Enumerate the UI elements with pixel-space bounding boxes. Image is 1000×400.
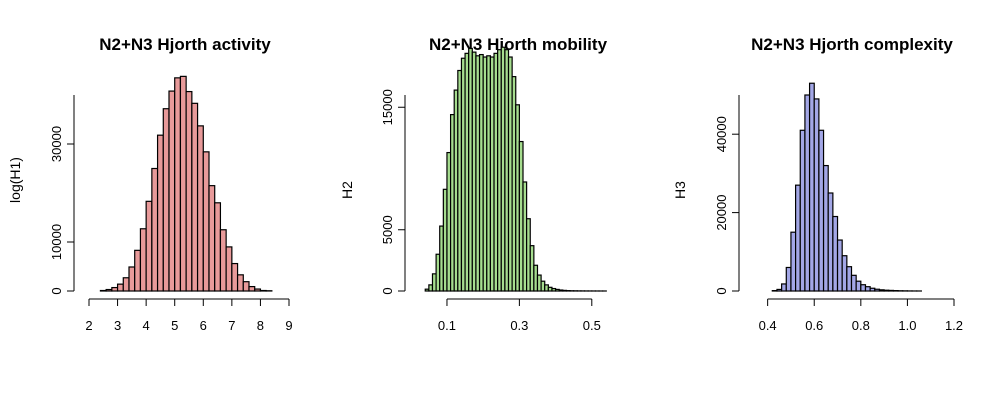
x-tick-label: 0.5 <box>583 318 601 333</box>
histogram-bar <box>202 151 210 292</box>
histogram-bar <box>883 289 890 292</box>
histogram-bar <box>832 215 839 292</box>
x-tick-label: 0.6 <box>805 318 823 333</box>
x-tick-label: 1.2 <box>945 318 963 333</box>
histogram-bar <box>116 283 124 292</box>
y-axis-label: H2 <box>339 181 355 199</box>
histogram-bar <box>145 200 153 292</box>
histogram-bar <box>111 286 119 292</box>
histogram-bar <box>808 82 815 292</box>
x-tick-label: 5 <box>171 318 178 333</box>
histogram-bar <box>219 229 227 292</box>
histogram-bar <box>785 266 792 292</box>
histogram-bar <box>151 167 159 292</box>
histogram-bar <box>128 266 136 292</box>
histogram-bar <box>179 75 187 292</box>
histogram-bar <box>242 281 250 292</box>
y-tick-label: 5000 <box>380 215 395 244</box>
x-tick-label: 6 <box>200 318 207 333</box>
panel-title: N2+N3 Hjorth complexity <box>751 35 953 54</box>
x-tick-label: 8 <box>257 318 264 333</box>
histogram-bar <box>869 287 876 292</box>
histogram-bar <box>804 94 811 292</box>
x-tick-label: 3 <box>114 318 121 333</box>
histogram-bar <box>850 274 857 292</box>
histogram-bar <box>254 288 262 292</box>
x-tick-label: 1.0 <box>898 318 916 333</box>
panel-activity: N2+N3 Hjorth activity log(H1) 0 10000 3000… <box>7 35 293 333</box>
histogram-bar <box>878 289 885 292</box>
histogram-bar <box>794 184 801 292</box>
panel-title: N2+N3 Hjorth mobility <box>429 35 608 54</box>
histogram-bar <box>122 277 130 292</box>
y-tick-label: 40000 <box>714 116 729 152</box>
histogram-bar <box>822 164 829 292</box>
histogram-bar <box>185 90 193 292</box>
histogram-bar <box>846 266 853 292</box>
histogram-bar <box>191 102 199 292</box>
y-axis-label: log(H1) <box>7 157 23 203</box>
histogram-bar <box>105 288 113 292</box>
histogram-bar <box>888 289 895 292</box>
histogram-bar <box>174 77 182 292</box>
histogram-bar <box>799 129 806 292</box>
y-tick-label: 0 <box>49 287 64 294</box>
x-tick-label: 4 <box>143 318 150 333</box>
x-tick-label: 9 <box>285 318 292 333</box>
y-axis-label: H3 <box>672 181 688 199</box>
y-tick-label: 15000 <box>380 89 395 125</box>
histogram-bar <box>196 125 204 292</box>
x-tick-label: 2 <box>85 318 92 333</box>
histogram-bar <box>134 249 142 292</box>
panel-complexity: N2+N3 Hjorth complexity H3 0 20000 40000 0.… <box>672 35 963 333</box>
histogram-bar <box>214 202 222 292</box>
histogram-bar <box>225 246 233 292</box>
y-tick-label: 0 <box>380 287 395 294</box>
histogram-bar <box>162 108 170 292</box>
histogram-bar <box>818 129 825 292</box>
histogram-bar <box>156 134 164 292</box>
histogram-bar <box>855 280 862 292</box>
histogram-bar <box>860 284 867 292</box>
panel-mobility: N2+N3 Hjorth mobility H2 0 5000 15000 0.1 0.… <box>339 35 608 333</box>
y-tick-label: 30000 <box>49 126 64 162</box>
x-tick-label: 0.1 <box>438 318 456 333</box>
y-tick-label: 0 <box>714 287 729 294</box>
histogram-bar <box>248 285 256 292</box>
histogram-bar <box>236 274 244 292</box>
histogram-bar <box>841 255 848 292</box>
histogram-bar <box>836 239 843 292</box>
histogram-bar <box>139 228 147 292</box>
histogram-bar <box>231 262 239 292</box>
histogram-bar <box>208 185 216 292</box>
x-tick-label: 7 <box>228 318 235 333</box>
y-tick-label: 20000 <box>714 195 729 231</box>
x-tick-label: 0.3 <box>510 318 528 333</box>
histogram-bar <box>827 192 834 292</box>
panel-title: N2+N3 Hjorth activity <box>99 35 271 54</box>
histogram-bar <box>168 90 176 292</box>
histogram-bar <box>776 288 783 292</box>
x-tick-label: 0.8 <box>852 318 870 333</box>
histogram-bar <box>790 231 797 292</box>
histogram-bar <box>864 286 871 292</box>
y-tick-label: 10000 <box>49 224 64 260</box>
histogram-bar <box>781 283 787 292</box>
x-tick-label: 0.4 <box>759 318 777 333</box>
histogram-bar <box>874 288 881 292</box>
histogram-bar <box>813 98 820 292</box>
